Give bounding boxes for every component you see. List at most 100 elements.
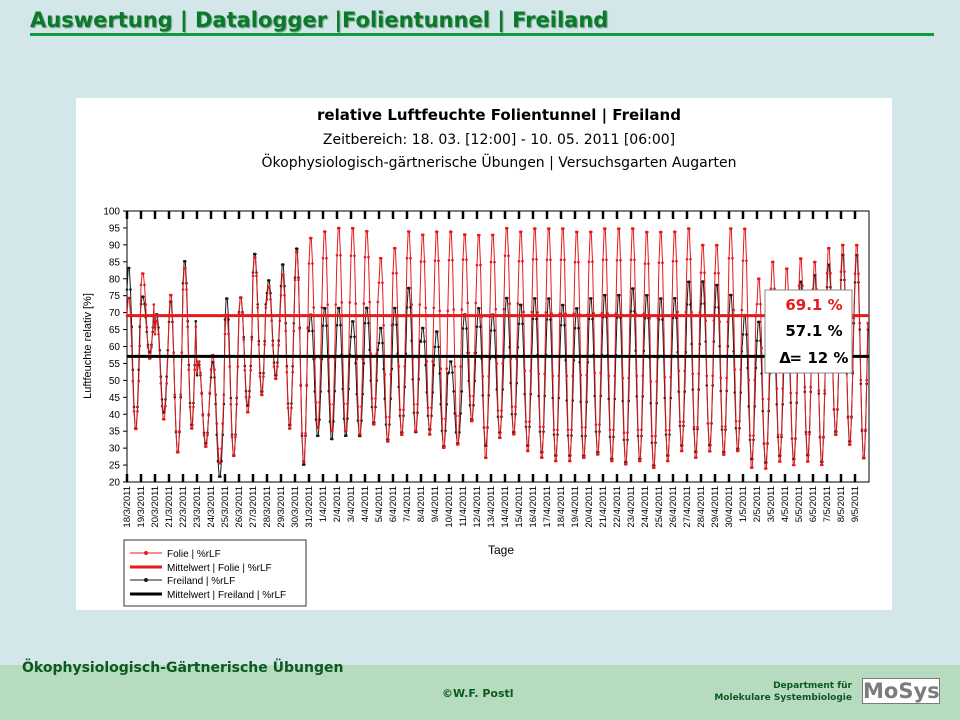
series-folie-point bbox=[128, 296, 131, 300]
series-folie-point bbox=[769, 287, 773, 290]
series-folie-point bbox=[494, 307, 498, 311]
series-folie-point bbox=[199, 371, 202, 375]
x-tick-label: 5/5/2011 bbox=[794, 486, 805, 522]
series-freiland-point bbox=[506, 296, 509, 300]
series-freiland-point bbox=[395, 323, 398, 326]
series-folie-point bbox=[486, 426, 489, 430]
series-folie-point bbox=[348, 301, 352, 304]
x-axis-label: Tage bbox=[488, 543, 514, 557]
series-folie-point bbox=[230, 435, 234, 439]
series-freiland-point bbox=[545, 318, 549, 321]
series-folie-point bbox=[236, 365, 240, 368]
x-tick-label: 22/3/2011 bbox=[178, 486, 189, 528]
series-folie-point bbox=[741, 259, 745, 263]
x-tick-label: 19/3/2011 bbox=[136, 486, 147, 528]
annotation-folie-mean: 69.1 % bbox=[785, 296, 842, 314]
y-tick-label: 55 bbox=[109, 359, 121, 370]
series-folie-point bbox=[208, 391, 212, 395]
series-folie-point bbox=[640, 428, 643, 432]
series-folie-point bbox=[705, 374, 709, 378]
series-folie-point bbox=[233, 454, 236, 458]
series-folie-point bbox=[689, 258, 692, 261]
series-folie-point bbox=[482, 426, 486, 430]
series-freiland-point bbox=[381, 341, 384, 345]
series-folie-point bbox=[696, 425, 699, 429]
series-folie-point bbox=[160, 404, 164, 408]
y-tick-label: 40 bbox=[109, 410, 121, 421]
series-folie-point bbox=[508, 302, 512, 305]
y-tick-label: 45 bbox=[109, 393, 121, 404]
series-folie-point bbox=[823, 389, 826, 392]
series-folie-point bbox=[688, 227, 691, 230]
series-folie-point bbox=[296, 250, 299, 254]
series-folie-point bbox=[489, 260, 493, 264]
series-folie-point bbox=[310, 236, 313, 240]
series-folie-point bbox=[676, 310, 679, 314]
series-folie-point bbox=[692, 425, 696, 429]
series-folie-point bbox=[213, 368, 216, 371]
series-folie-point bbox=[201, 414, 205, 417]
series-folie-point bbox=[136, 410, 139, 413]
series-folie-point bbox=[376, 300, 380, 304]
x-tick-label: 26/3/2011 bbox=[234, 486, 245, 528]
series-folie-point bbox=[723, 453, 726, 456]
y-tick-label: 65 bbox=[109, 325, 121, 336]
x-tick-label: 6/4/2011 bbox=[388, 486, 399, 522]
chart-panel: relative Luftfeuchte Folientunnel | Frei… bbox=[76, 98, 892, 610]
series-folie-point bbox=[543, 372, 546, 376]
x-tick-label: 4/4/2011 bbox=[360, 486, 371, 522]
series-folie-point bbox=[185, 288, 188, 291]
series-folie-point bbox=[338, 226, 341, 230]
series-freiland-point bbox=[741, 333, 745, 336]
series-folie-point bbox=[767, 397, 770, 401]
series-folie-point bbox=[720, 425, 724, 428]
series-folie-point bbox=[522, 310, 525, 314]
series-folie-point bbox=[137, 379, 140, 383]
x-tick-label: 13/4/2011 bbox=[486, 486, 497, 528]
series-folie-point bbox=[220, 447, 223, 451]
series-folie-point bbox=[257, 343, 261, 346]
series-folie-point bbox=[186, 325, 189, 328]
series-folie-point bbox=[156, 319, 159, 323]
series-folie-point bbox=[314, 401, 318, 404]
x-tick-label: 4/5/2011 bbox=[780, 486, 791, 522]
series-freiland-point bbox=[576, 307, 579, 310]
series-folie-point bbox=[170, 293, 173, 297]
series-folie-point bbox=[153, 333, 157, 336]
series-freiland-point bbox=[562, 303, 565, 307]
y-axis: 20 25 30 35 40 45 50 55 60 65 70 75 80 85 90 95 100 bbox=[103, 207, 127, 489]
x-tick-label: 17/4/2011 bbox=[542, 486, 553, 528]
series-folie-point bbox=[527, 449, 530, 453]
series-folie-point bbox=[177, 450, 180, 454]
series-folie-point bbox=[674, 230, 677, 234]
series-folie-point bbox=[822, 436, 825, 440]
series-folie-point bbox=[775, 387, 779, 390]
series-folie-point bbox=[761, 397, 765, 401]
series-folie-point bbox=[513, 433, 516, 436]
series-freiland-point bbox=[307, 329, 311, 333]
series-folie-point bbox=[165, 382, 168, 385]
series-folie-point bbox=[622, 431, 626, 435]
series-folie-point bbox=[306, 327, 310, 330]
footer-dept-line1: Department für bbox=[773, 681, 852, 691]
series-folie-point bbox=[627, 376, 630, 380]
series-folie-point bbox=[601, 258, 605, 262]
series-folie-point bbox=[209, 368, 213, 371]
series-folie-point bbox=[779, 460, 782, 463]
series-freiland-point bbox=[675, 316, 678, 320]
series-folie-point bbox=[660, 230, 663, 234]
series-freiland-point bbox=[674, 297, 677, 300]
y-tick-label: 25 bbox=[109, 461, 121, 472]
series-folie-point bbox=[592, 312, 595, 315]
series-folie-point bbox=[576, 230, 579, 234]
y-tick-label: 70 bbox=[109, 308, 121, 319]
series-folie-point bbox=[691, 372, 695, 376]
series-folie-point bbox=[142, 272, 145, 275]
series-folie-point bbox=[730, 227, 733, 230]
y-tick-label: 60 bbox=[109, 342, 121, 353]
x-tick-label: 6/5/2011 bbox=[808, 486, 819, 522]
series-freiland-point bbox=[591, 317, 594, 321]
series-folie-point bbox=[444, 417, 447, 421]
series-folie-point bbox=[305, 383, 308, 387]
series-folie-point bbox=[759, 302, 762, 306]
